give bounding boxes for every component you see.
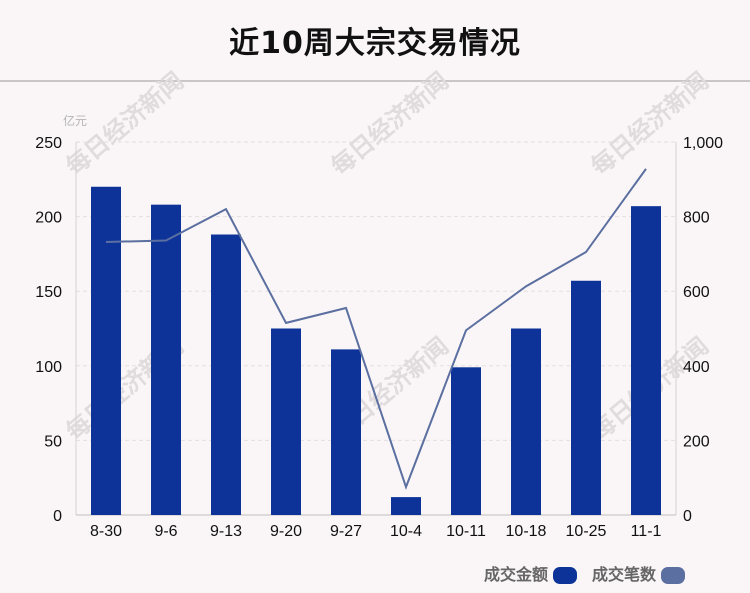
bar-9-27 [331, 349, 361, 515]
y-left-tick-label: 200 [35, 210, 62, 227]
bar-9-20 [271, 328, 301, 515]
x-tick-label: 9-13 [210, 523, 242, 540]
y-left-tick-label: 50 [44, 433, 62, 450]
x-tick-label: 9-6 [154, 523, 177, 540]
y-left-tick-label: 0 [53, 508, 62, 525]
y-right-tick-label: 400 [683, 359, 710, 376]
x-tick-label: 8-30 [90, 523, 122, 540]
line-series [105, 168, 647, 490]
y-right-tick-label: 800 [683, 210, 710, 227]
x-tick-label: 9-27 [330, 523, 362, 540]
bar-8-30 [91, 186, 121, 515]
bar-11-1 [631, 206, 661, 515]
legend-label-amount: 成交金额 [484, 565, 548, 584]
watermark-text: 每日经济新闻 [326, 67, 454, 181]
y-left-tick-label: 250 [35, 135, 62, 152]
chart-title: 近10周大宗交易情况 [229, 26, 521, 61]
y-left-unit: 亿元 [63, 113, 87, 128]
bar-10-25 [571, 280, 601, 515]
tick-labels: 0 50 100 150 200 250 0 200 400 600 800 1,000 8-30 9-6… [35, 113, 723, 540]
line-trades-count [105, 168, 647, 490]
legend-swatch-count [661, 567, 685, 584]
x-tick-label: 9-20 [270, 523, 302, 540]
bar-9-13 [211, 234, 241, 515]
bar-10-4 [391, 497, 421, 515]
y-right-tick-label: 1,000 [683, 135, 723, 152]
legend-label-count: 成交笔数 [592, 565, 657, 584]
x-tick-label: 10-11 [446, 523, 486, 540]
y-left-tick-label: 150 [35, 284, 62, 301]
y-right-tick-label: 600 [683, 284, 710, 301]
x-tick-label: 11-1 [631, 523, 662, 540]
legend: 成交金额 成交笔数 [484, 565, 685, 584]
y-right-tick-label: 200 [683, 433, 710, 450]
watermark-text: 每日经济新闻 [586, 67, 714, 181]
x-tick-label: 10-25 [566, 523, 607, 540]
bar-10-18 [511, 328, 541, 515]
bar-9-6 [151, 204, 181, 515]
y-left-tick-label: 100 [35, 359, 62, 376]
x-tick-label: 10-18 [506, 523, 547, 540]
bar-10-11 [451, 367, 481, 515]
y-right-tick-label: 0 [683, 508, 692, 525]
chart-header: 近10周大宗交易情况 [0, 0, 750, 82]
x-tick-label: 10-4 [390, 523, 422, 540]
legend-swatch-amount [553, 567, 577, 584]
